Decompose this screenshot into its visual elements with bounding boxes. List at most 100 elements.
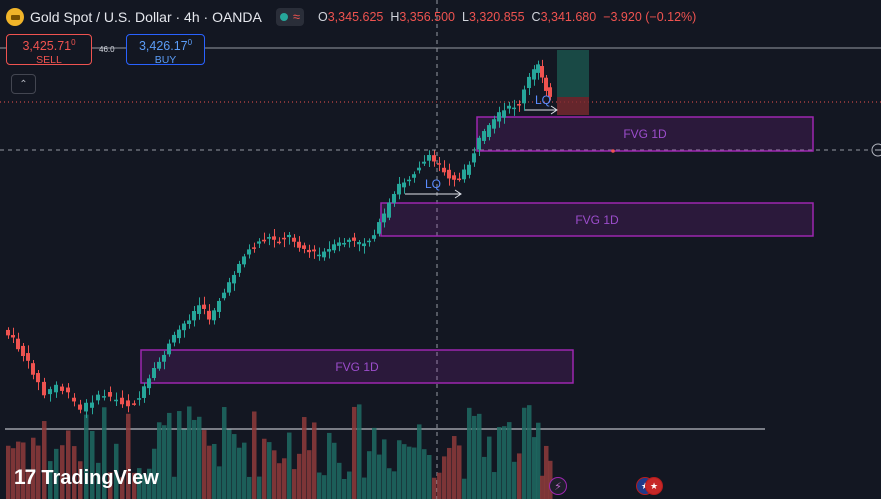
fvg-zone[interactable]: FVG 1D bbox=[476, 116, 814, 152]
candle-body bbox=[412, 174, 416, 178]
volume-bar bbox=[377, 454, 382, 499]
volume-bar bbox=[217, 466, 222, 499]
volume-bar bbox=[167, 412, 172, 499]
volume-bar bbox=[16, 441, 21, 499]
candle-body bbox=[544, 77, 548, 91]
candle-body bbox=[497, 112, 501, 122]
candle-body bbox=[152, 368, 156, 378]
volume-bar bbox=[527, 405, 532, 499]
candle-body bbox=[467, 164, 471, 175]
volume-bar bbox=[162, 425, 167, 499]
candle-body bbox=[142, 386, 146, 398]
collapse-chevron-icon[interactable]: ⌃ bbox=[11, 74, 36, 94]
candle-body bbox=[108, 392, 112, 397]
candle-body bbox=[532, 69, 536, 80]
volume-bar bbox=[347, 471, 352, 499]
volume-bar bbox=[187, 406, 192, 499]
candle-body bbox=[407, 179, 411, 182]
candle-body bbox=[212, 310, 216, 321]
position-profit-zone[interactable] bbox=[557, 50, 589, 97]
candle-body bbox=[342, 242, 346, 245]
volume-bar bbox=[467, 407, 472, 499]
volume-bar bbox=[492, 472, 497, 499]
candle-body bbox=[302, 245, 306, 249]
tradingview-logo-icon: 17 bbox=[14, 466, 36, 489]
candle-body bbox=[21, 345, 25, 357]
candle-body bbox=[362, 243, 366, 247]
candle-body bbox=[317, 254, 321, 257]
candle-body bbox=[102, 396, 106, 398]
candle-body bbox=[372, 235, 376, 239]
volume-bar bbox=[207, 445, 212, 499]
candle-body bbox=[60, 386, 64, 391]
candle-body bbox=[217, 300, 221, 312]
volume-bar bbox=[472, 415, 477, 499]
candle-body bbox=[377, 222, 381, 234]
position-loss-zone[interactable] bbox=[557, 97, 589, 115]
volume-bar bbox=[182, 429, 187, 499]
candle-body bbox=[72, 397, 76, 402]
volume-bar bbox=[507, 422, 512, 499]
candle-body bbox=[132, 403, 136, 405]
market-status-toggle[interactable]: ≈ bbox=[275, 8, 304, 26]
fvg-zone[interactable]: FVG 1D bbox=[140, 349, 574, 384]
candle-body bbox=[202, 304, 206, 309]
volume-bar bbox=[417, 424, 422, 499]
volume-bar bbox=[197, 416, 202, 499]
ohlc-high: H3,356.500 bbox=[390, 10, 455, 24]
candle-body bbox=[507, 105, 511, 109]
tradingview-logo[interactable]: 17 TradingView bbox=[14, 466, 159, 489]
volume-bar bbox=[382, 439, 387, 499]
volume-bar bbox=[462, 478, 467, 499]
volume-bar bbox=[66, 430, 71, 499]
ohlc-close: C3,341.680 bbox=[531, 10, 597, 24]
candle-body bbox=[197, 305, 201, 314]
chart-header: Gold Spot / U.S. Dollar · 4h · OANDA ≈ O… bbox=[6, 6, 696, 28]
volume-bar bbox=[412, 447, 417, 499]
liquidity-marker[interactable]: LQ bbox=[405, 177, 462, 199]
candle-body bbox=[548, 87, 552, 97]
volume-bar bbox=[54, 448, 59, 499]
volume-bar bbox=[432, 477, 437, 499]
fvg-zone[interactable]: FVG 1D bbox=[380, 202, 814, 237]
candle-body bbox=[427, 155, 431, 161]
sell-button[interactable]: 3,425.710 SELL bbox=[6, 34, 92, 66]
volume-bar bbox=[84, 414, 89, 499]
volume-bar bbox=[387, 468, 392, 499]
gold-coin-icon[interactable] bbox=[6, 8, 24, 26]
candle-body bbox=[527, 76, 531, 89]
liquidity-marker[interactable]: LQ bbox=[525, 93, 558, 115]
volume-bar bbox=[114, 443, 119, 499]
candle-body bbox=[422, 161, 426, 164]
candle-body bbox=[352, 237, 356, 241]
candle-body bbox=[367, 240, 371, 243]
volume-bar bbox=[397, 440, 402, 499]
candle-body bbox=[347, 239, 351, 242]
volume-bar bbox=[272, 450, 277, 499]
buy-button[interactable]: 3,426.170 BUY bbox=[126, 34, 205, 67]
volume-bar bbox=[6, 445, 11, 499]
buy-label: BUY bbox=[154, 54, 177, 67]
volume-bar bbox=[126, 413, 131, 499]
volume-bar bbox=[177, 411, 182, 499]
volume-bar bbox=[357, 404, 362, 499]
volume-bar bbox=[517, 453, 522, 499]
volume-bar bbox=[192, 419, 197, 499]
volume-bar bbox=[522, 407, 527, 499]
volume-bar bbox=[422, 449, 427, 499]
volume-bar bbox=[172, 476, 177, 499]
candle-body bbox=[540, 66, 544, 78]
candle-body bbox=[327, 249, 331, 252]
lightning-icon[interactable]: ⚡ bbox=[549, 477, 567, 495]
candle-body bbox=[232, 274, 236, 284]
liquidity-label: LQ bbox=[425, 177, 441, 191]
us-flag-icon[interactable]: ★ bbox=[645, 477, 663, 495]
volume-bar bbox=[427, 455, 432, 499]
candle-body bbox=[512, 107, 516, 110]
ohlc-open: O3,345.625 bbox=[318, 10, 384, 24]
candle-body bbox=[517, 104, 521, 106]
symbol-title[interactable]: Gold Spot / U.S. Dollar · 4h · OANDA bbox=[30, 9, 262, 25]
candle-body bbox=[16, 338, 20, 350]
volume-bar bbox=[452, 436, 457, 499]
